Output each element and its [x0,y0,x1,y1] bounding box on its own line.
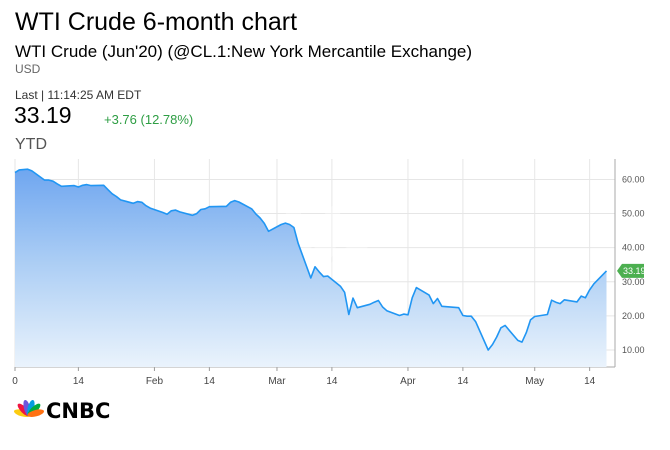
chart-title: WTI Crude 6-month chart [15,8,298,36]
period-label: YTD [15,136,47,153]
last-value-badge: 33.19 [617,263,646,278]
x-tick-label: 0 [12,376,18,387]
x-tick-label: 14 [584,376,596,387]
currency-label: USD [15,62,41,76]
x-tick-label: 14 [457,376,469,387]
x-tick-label: May [525,376,544,387]
last-price: 33.19 [14,102,72,128]
y-tick-label: 60.00 [622,174,645,184]
x-tick-label: Apr [400,376,416,387]
peacock-icon [14,399,45,417]
y-axis-labels: 10.00 20.00 30.00 40.00 50.00 60.00 [622,174,645,354]
price-line [14,168,608,351]
x-tick-label: Mar [268,376,286,387]
y-tick-label: 10.00 [622,345,645,355]
x-tick-label: 14 [204,376,216,387]
cnbc-logo: CNBC [14,399,110,423]
x-tick-label: 14 [326,376,338,387]
price-area-fill [15,169,607,367]
x-tick-label: Feb [146,376,164,387]
x-tick-label: 14 [73,376,85,387]
last-value-badge-label: 33.19 [623,266,646,276]
y-tick-label: 50.00 [622,209,645,219]
y-tick-label: 20.00 [622,311,645,321]
logo-wordmark: CNBC [46,399,110,423]
y-tick-label: 40.00 [622,243,645,253]
last-updated-label: Last | 11:14:25 AM EDT [15,88,142,102]
last-value-badge-shape [617,263,644,278]
price-change: +3.76 (12.78%) [104,112,194,127]
instrument-name: WTI Crude (Jun'20) (@CL.1:New York Merca… [15,42,473,61]
x-axis-labels: 0 14 Feb 14 Mar 14 Apr 14 May 14 [12,376,595,387]
y-tick-label: 30.00 [622,277,645,287]
